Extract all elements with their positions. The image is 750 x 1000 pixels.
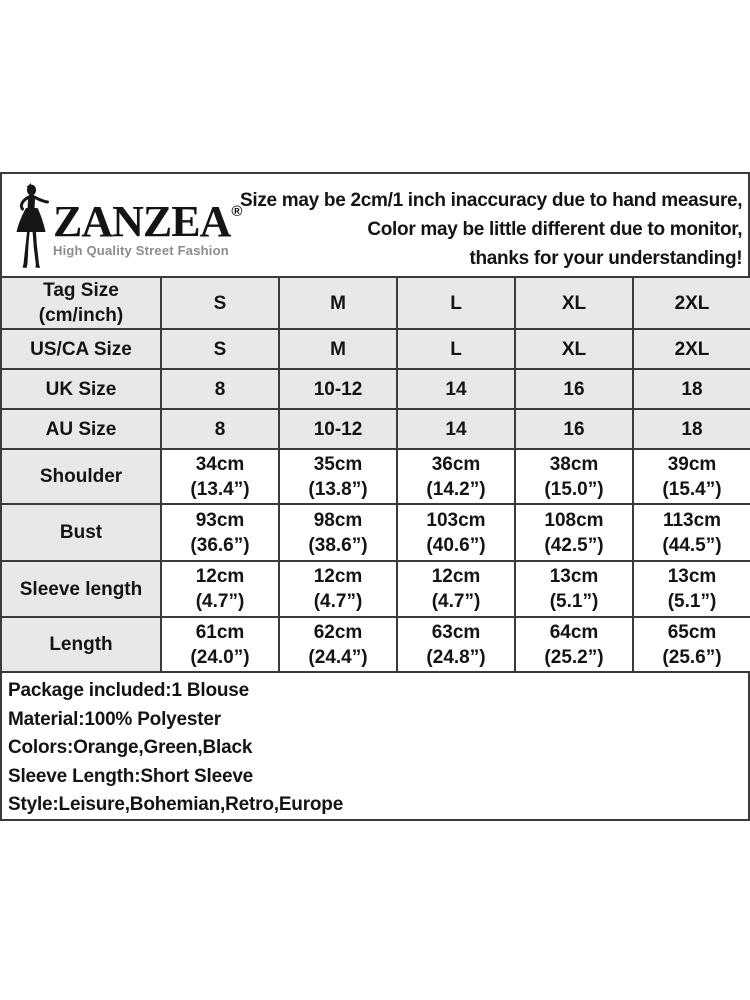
brand-logo: ZANZEA® High Quality Street Fashion	[2, 174, 243, 276]
value-cell: 63cm (24.8”)	[396, 616, 516, 673]
value-cell: 18	[632, 408, 750, 450]
table-row: AU Size 8 10-12 14 16 18	[0, 408, 750, 450]
product-info-line: Material:100% Polyester	[8, 708, 221, 730]
size-table: Tag Size (cm/inch) S M L XL 2XL US/CA Size S M L XL…	[0, 276, 750, 673]
value-cell: 10-12	[278, 368, 398, 410]
row-label: UK Size	[0, 368, 162, 410]
row-label: Shoulder	[0, 448, 162, 505]
value-cell: 65cm (25.6”)	[632, 616, 750, 673]
table-row: Length 61cm (24.0”) 62cm (24.4”) 63cm (24.8”) 6…	[0, 616, 750, 673]
product-info-line: Style:Leisure,Bohemian,Retro,Europe	[8, 794, 344, 815]
value-cell: 34cm (13.4”)	[160, 448, 280, 505]
registered-trademark-icon: ®	[231, 203, 243, 220]
product-info-box: Package included:1 Blouse Material:100% P…	[0, 671, 750, 821]
value-cell: 103cm (40.6”)	[396, 503, 516, 562]
value-cell: 13cm (5.1”)	[514, 560, 634, 618]
value-cell: 12cm (4.7”)	[396, 560, 516, 618]
value-cell: 39cm (15.4”)	[632, 448, 750, 505]
value-cell: 2XL	[632, 328, 750, 370]
value-cell: 36cm (14.2”)	[396, 448, 516, 505]
value-cell: M	[278, 276, 398, 330]
value-cell: 14	[396, 408, 516, 450]
value-cell: L	[396, 276, 516, 330]
value-cell: 108cm (42.5”)	[514, 503, 634, 562]
product-info-line: Package included:1 Blouse	[8, 680, 250, 701]
disclaimer-line: Size may be 2cm/1 inch inaccuracy due to…	[240, 190, 743, 211]
value-cell: 8	[160, 368, 280, 410]
row-label: Bust	[0, 503, 162, 562]
brand-wordmark: ZANZEA® High Quality Street Fashion	[53, 192, 243, 259]
value-cell: M	[278, 328, 398, 370]
value-cell: 35cm (13.8”)	[278, 448, 398, 505]
value-cell: 14	[396, 368, 516, 410]
value-cell: 16	[514, 368, 634, 410]
value-cell: 13cm (5.1”)	[632, 560, 750, 618]
disclaimer-line: Color may be little different due to mon…	[367, 219, 743, 240]
row-label: Tag Size (cm/inch)	[0, 276, 162, 330]
value-cell: 64cm (25.2”)	[514, 616, 634, 673]
table-row: Sleeve length 12cm (4.7”) 12cm (4.7”) 12cm (4.…	[0, 560, 750, 618]
value-cell: 62cm (24.4”)	[278, 616, 398, 673]
value-cell: 93cm (36.6”)	[160, 503, 280, 562]
value-cell: L	[396, 328, 516, 370]
product-info-line: Sleeve Length:Short Sleeve	[8, 765, 254, 787]
table-row: US/CA Size S M L XL 2XL	[0, 328, 750, 370]
fashion-figure-icon	[16, 183, 49, 268]
table-row: Shoulder 34cm (13.4”) 35cm (13.8”) 36cm (14.2”…	[0, 448, 750, 505]
size-chart-content: ZANZEA® High Quality Street Fashion Size…	[0, 172, 750, 821]
value-cell: 61cm (24.0”)	[160, 616, 280, 673]
value-cell: 98cm (38.6”)	[278, 503, 398, 562]
value-cell: XL	[514, 276, 634, 330]
value-cell: 2XL	[632, 276, 750, 330]
product-info-line: Colors:Orange,Green,Black	[8, 737, 253, 758]
value-cell: 8	[160, 408, 280, 450]
value-cell: 38cm (15.0”)	[514, 448, 634, 505]
table-row: UK Size 8 10-12 14 16 18	[0, 368, 750, 410]
table-row: Bust 93cm (36.6”) 98cm (38.6”) 103cm (40.6”) 10…	[0, 503, 750, 562]
disclaimer-line: thanks for your understanding!	[469, 248, 743, 269]
table-row: Tag Size (cm/inch) S M L XL 2XL	[0, 276, 750, 330]
value-cell: 16	[514, 408, 634, 450]
size-disclaimer: Size may be 2cm/1 inch inaccuracy due to…	[240, 174, 750, 276]
value-cell: 10-12	[278, 408, 398, 450]
value-cell: S	[160, 276, 280, 330]
value-cell: 12cm (4.7”)	[160, 560, 280, 618]
value-cell: 113cm (44.5”)	[632, 503, 750, 562]
value-cell: 12cm (4.7”)	[278, 560, 398, 618]
row-label: US/CA Size	[0, 328, 162, 370]
brand-tagline: High Quality Street Fashion	[53, 243, 229, 258]
row-label: AU Size	[0, 408, 162, 450]
row-label: Sleeve length	[0, 560, 162, 618]
brand-header: ZANZEA® High Quality Street Fashion Size…	[0, 172, 750, 278]
value-cell: XL	[514, 328, 634, 370]
size-chart-page: ZANZEA® High Quality Street Fashion Size…	[0, 172, 750, 821]
row-label: Length	[0, 616, 162, 673]
brand-name: ZANZEA	[53, 197, 231, 246]
value-cell: S	[160, 328, 280, 370]
value-cell: 18	[632, 368, 750, 410]
